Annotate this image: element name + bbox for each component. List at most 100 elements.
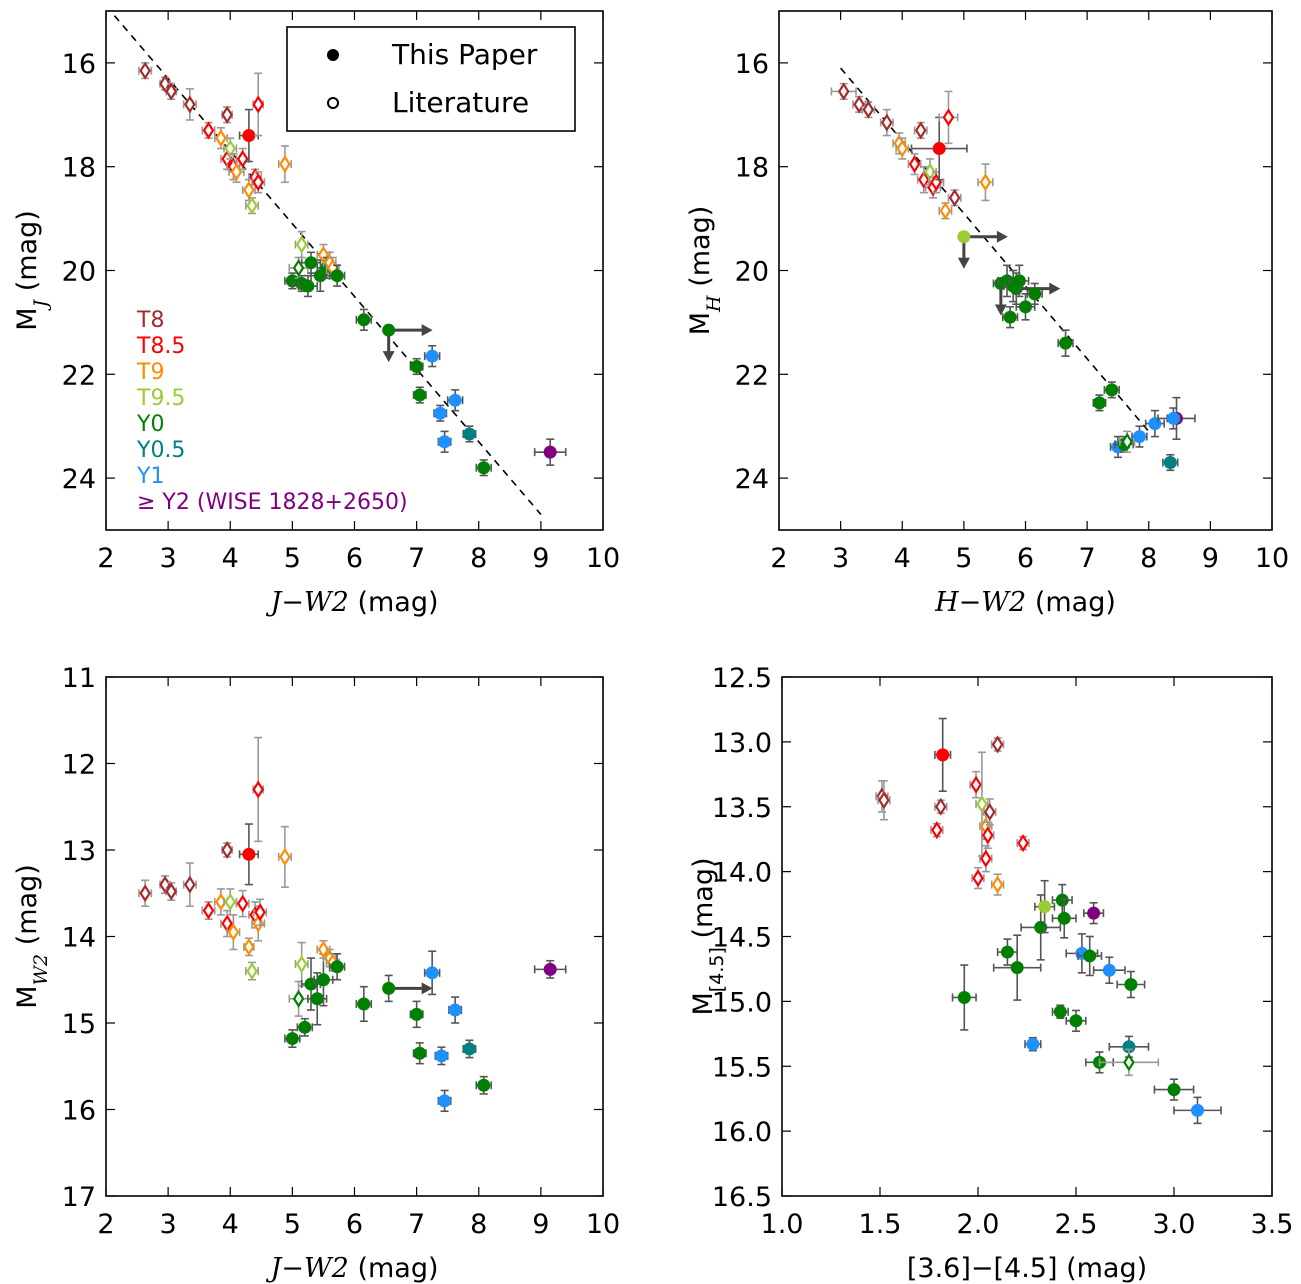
data-point-this-paper <box>242 847 256 861</box>
x-axis-label: [3.6]−[4.5] (mag) <box>907 1253 1147 1284</box>
x-limit-arrowhead <box>421 982 433 995</box>
y-tick-label: 22 <box>735 360 769 391</box>
data-point-literature <box>1017 834 1029 853</box>
data-point-literature <box>254 903 266 922</box>
x-limit-arrowhead <box>421 324 433 337</box>
data-point-this-paper <box>1092 396 1106 410</box>
data-point-this-paper <box>1087 906 1101 920</box>
data-point-this-paper <box>1124 978 1138 992</box>
y-tick-label: 20 <box>62 257 96 288</box>
data-point-literature <box>908 155 921 174</box>
y-tick-label: 16 <box>735 49 769 80</box>
data-point-literature <box>896 139 909 158</box>
data-points <box>830 82 1196 472</box>
data-point-this-paper <box>425 349 439 363</box>
data-point-this-paper <box>957 990 971 1004</box>
y-axis-label: M[4.5] (mag) <box>688 858 728 1016</box>
data-point-this-paper <box>1166 411 1180 425</box>
y-axis-label: MJ (mag) <box>12 210 52 331</box>
x-tick-label: 1.0 <box>761 1209 804 1240</box>
data-point-literature <box>252 173 265 192</box>
data-point-literature <box>279 155 291 174</box>
y-limit-arrowhead <box>994 304 1007 316</box>
data-point-literature <box>159 74 171 93</box>
x-tick-label: 4 <box>222 1209 239 1240</box>
data-point-this-paper <box>1102 963 1116 977</box>
data-point-literature <box>224 892 237 911</box>
data-point-literature <box>202 901 215 920</box>
panel-mj-vs-jw2: 2 3 4 5 6 7 8 9 10 16 18 20 22 24 J−W2 (mag) MJ (mag) <box>12 10 620 618</box>
legend: This Paper Literature <box>286 26 576 132</box>
spt-label-t8.5: T8.5 <box>136 334 185 359</box>
data-point-this-paper <box>448 393 462 407</box>
data-point-literature <box>942 108 955 127</box>
x-limit-arrowhead <box>996 230 1008 243</box>
panel-m45-vs-ch1ch2: 1.0 1.5 2.0 2.5 3.0 3.5 12.5 13.0 13.5 14.0 14.5 15… <box>688 663 1293 1284</box>
x-axis-label: J−W2 (mag) <box>265 1253 438 1284</box>
data-point-this-paper <box>382 323 396 337</box>
data-point-this-paper <box>1053 1005 1067 1019</box>
y-limit-arrowhead <box>957 257 970 269</box>
y-tick-label: 12.5 <box>712 663 772 694</box>
data-point-this-paper <box>438 1094 452 1108</box>
data-point-literature <box>853 95 865 114</box>
data-point-this-paper <box>462 427 476 441</box>
data-point-this-paper <box>1191 1103 1205 1117</box>
x-tick-label: 9 <box>532 1209 549 1240</box>
x-tick-label: 3.0 <box>1153 1209 1196 1240</box>
y-tick-label: 15 <box>62 1009 96 1040</box>
data-point-literature <box>1121 432 1133 451</box>
data-point-this-paper <box>1019 300 1032 314</box>
x-tick-label: 7 <box>408 1209 425 1240</box>
data-point-literature <box>983 802 996 821</box>
data-point-literature <box>878 791 890 810</box>
x-tick-label: 2.0 <box>957 1209 1000 1240</box>
data-point-this-paper <box>477 1078 491 1092</box>
data-point-literature <box>914 121 927 140</box>
data-point-literature <box>224 139 237 158</box>
data-point-this-paper <box>298 1020 312 1034</box>
legend-box <box>286 26 576 132</box>
data-point-this-paper <box>1059 336 1073 350</box>
data-point-this-paper <box>462 1042 476 1056</box>
data-point-literature <box>243 937 255 956</box>
x-tick-label: 6 <box>1017 543 1034 574</box>
data-point-this-paper <box>357 313 371 327</box>
spt-label-y1: Y1 <box>136 464 164 489</box>
x-tick-label: 10 <box>586 1209 620 1240</box>
data-point-this-paper <box>425 966 439 980</box>
y-tick-label: 14.5 <box>712 923 772 954</box>
y-tick-label: 15.5 <box>712 1052 772 1083</box>
data-point-literature <box>236 894 249 913</box>
data-point-this-paper <box>448 1003 462 1017</box>
data-point-this-paper <box>330 960 344 974</box>
data-point-this-paper <box>1133 430 1147 444</box>
y-tick-label: 18 <box>62 153 96 184</box>
data-point-this-paper <box>434 1049 448 1063</box>
y-tick-label: 14.0 <box>712 858 772 889</box>
x-tick-label: 10 <box>586 543 620 574</box>
y-tick-label: 11 <box>62 663 96 694</box>
data-point-this-paper <box>1038 900 1052 914</box>
x-tick-label: 4 <box>894 543 911 574</box>
x-tick-label: 2 <box>97 1209 114 1240</box>
x-tick-label: 3 <box>160 543 177 574</box>
plot-frame <box>778 10 1273 531</box>
data-point-literature <box>295 235 308 254</box>
data-point-literature <box>252 95 265 114</box>
spt-label-y0: Y0 <box>136 412 164 437</box>
data-point-this-paper <box>932 142 946 156</box>
x-tick-label: 5 <box>284 543 301 574</box>
x-tick-label: 6 <box>346 543 363 574</box>
data-point-this-paper <box>1028 287 1042 301</box>
data-point-this-paper <box>410 1007 424 1021</box>
y-tick-label: 16 <box>62 1096 96 1127</box>
data-point-literature <box>215 129 227 148</box>
x-tick-label: 5 <box>284 1209 301 1240</box>
data-points <box>138 61 567 477</box>
data-point-this-paper <box>330 269 344 283</box>
spt-label-t9.5: T9.5 <box>136 386 185 411</box>
data-point-literature <box>972 869 984 888</box>
data-point-literature <box>981 826 994 845</box>
